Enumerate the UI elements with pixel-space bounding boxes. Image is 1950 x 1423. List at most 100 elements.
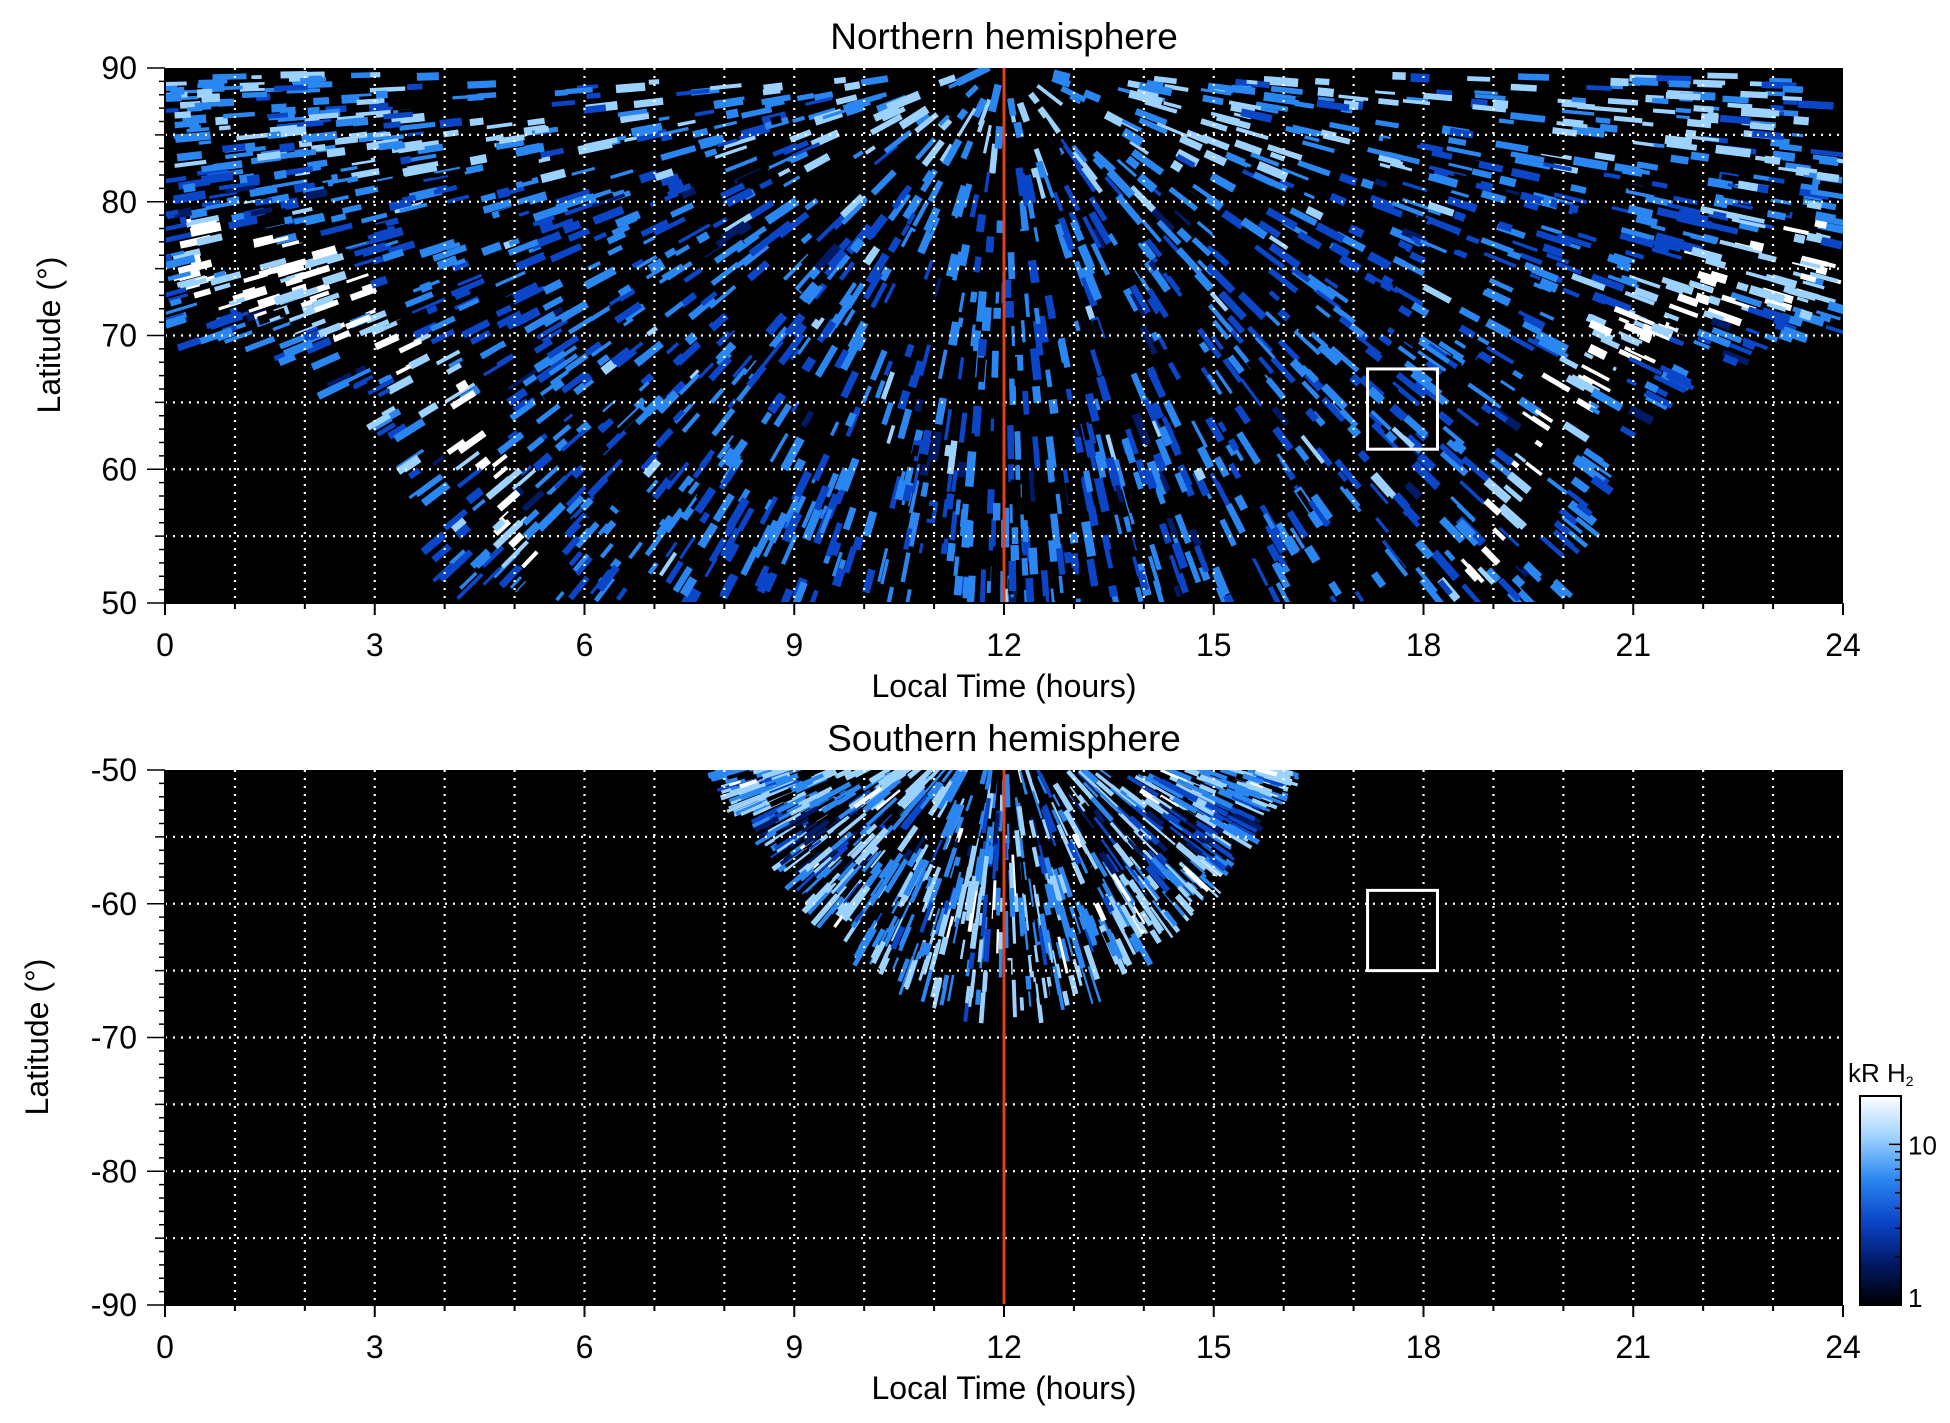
heatmap-streak bbox=[1047, 231, 1062, 256]
heatmap-streak bbox=[977, 338, 988, 357]
heatmap-streak bbox=[1159, 474, 1171, 493]
heatmap-streak bbox=[418, 401, 439, 419]
heatmap-streak bbox=[1109, 386, 1121, 410]
heatmap-streak bbox=[1605, 176, 1632, 187]
heatmap-streak bbox=[1317, 87, 1335, 98]
heatmap-streak bbox=[1065, 388, 1073, 401]
heatmap-streak bbox=[725, 497, 750, 530]
heatmap-streak bbox=[1028, 819, 1037, 839]
heatmap-streak bbox=[1019, 770, 1028, 795]
heatmap-streak bbox=[812, 484, 830, 511]
heatmap-streak bbox=[548, 353, 579, 376]
heatmap-streak bbox=[1656, 319, 1670, 332]
heatmap-streak bbox=[801, 500, 817, 529]
colorbar-gradient bbox=[1859, 1095, 1902, 1306]
heatmap-streak bbox=[1169, 554, 1183, 584]
heatmap-streak bbox=[1770, 274, 1798, 289]
heatmap-streak bbox=[900, 552, 911, 583]
heatmap-streak bbox=[1155, 437, 1173, 466]
heatmap-streak bbox=[950, 516, 957, 540]
heatmap-streak bbox=[1254, 244, 1286, 270]
heatmap-streak bbox=[1281, 167, 1309, 181]
x-tick-label: 9 bbox=[785, 627, 803, 663]
heatmap-streak bbox=[798, 863, 810, 874]
heatmap-streak bbox=[713, 97, 744, 110]
heatmap-streak bbox=[442, 508, 468, 531]
heatmap-streak bbox=[833, 914, 845, 928]
heatmap-streak bbox=[1036, 945, 1043, 962]
heatmap-streak bbox=[1269, 151, 1286, 162]
heatmap-streak bbox=[1317, 96, 1335, 102]
heatmap-streak bbox=[920, 770, 940, 789]
heatmap-streak bbox=[676, 519, 689, 534]
heatmap-streak bbox=[593, 576, 615, 603]
heatmap-streak bbox=[1661, 276, 1690, 291]
heatmap-streak bbox=[1732, 212, 1765, 226]
heatmap-streak bbox=[843, 882, 862, 905]
heatmap-streak bbox=[1485, 567, 1502, 584]
heatmap-streak bbox=[596, 564, 620, 592]
heatmap-streak bbox=[861, 827, 889, 857]
heatmap-streak bbox=[1103, 110, 1125, 128]
heatmap-streak bbox=[1389, 403, 1408, 422]
heatmap-streak bbox=[847, 320, 869, 350]
heatmap-streak bbox=[1034, 983, 1044, 1024]
heatmap-streak bbox=[551, 99, 576, 107]
heatmap-streak bbox=[1265, 377, 1287, 401]
heatmap-streak bbox=[1357, 449, 1371, 463]
heatmap-streak bbox=[687, 242, 719, 266]
heatmap-streak bbox=[930, 830, 941, 848]
heatmap-streak bbox=[1390, 381, 1421, 407]
heatmap-streak bbox=[382, 134, 404, 142]
heatmap-streak bbox=[513, 554, 526, 567]
heatmap-streak bbox=[1196, 220, 1216, 238]
heatmap-streak bbox=[279, 276, 291, 284]
heatmap-streak bbox=[942, 138, 963, 167]
heatmap-streak bbox=[1167, 869, 1185, 887]
heatmap-streak bbox=[981, 797, 992, 834]
heatmap-streak bbox=[994, 247, 1004, 284]
heatmap-streak bbox=[1123, 516, 1133, 533]
heatmap-streak bbox=[362, 244, 392, 258]
heatmap-streak bbox=[374, 333, 400, 351]
heatmap-streak bbox=[901, 885, 919, 919]
heatmap-streak bbox=[1307, 510, 1324, 529]
heatmap-streak bbox=[1731, 217, 1766, 229]
heatmap-streak bbox=[1033, 226, 1040, 242]
heatmap-streak bbox=[1594, 151, 1616, 162]
heatmap-streak bbox=[1165, 422, 1174, 435]
heatmap-streak bbox=[1586, 85, 1612, 91]
heatmap-streak bbox=[1041, 818, 1051, 840]
heatmap-streak bbox=[838, 509, 851, 534]
heatmap-streak bbox=[882, 776, 911, 801]
heatmap-streak bbox=[1134, 586, 1144, 603]
heatmap-streak bbox=[1142, 467, 1158, 490]
heatmap-streak bbox=[1035, 968, 1044, 1005]
heatmap-streak bbox=[617, 108, 648, 118]
heatmap-streak bbox=[1472, 104, 1507, 113]
heatmap-streak bbox=[325, 252, 345, 265]
heatmap-streak bbox=[654, 427, 674, 449]
heatmap-streak bbox=[1109, 821, 1129, 843]
heatmap-streak bbox=[920, 969, 933, 1003]
heatmap-streak bbox=[1187, 185, 1208, 202]
heatmap-streak bbox=[1761, 245, 1792, 261]
heatmap-streak bbox=[1204, 831, 1232, 851]
heatmap-streak bbox=[1562, 421, 1590, 443]
heatmap-streak bbox=[1068, 927, 1086, 969]
heatmap-streak bbox=[665, 437, 690, 467]
heatmap-streak bbox=[1032, 436, 1041, 469]
heatmap-streak bbox=[1090, 796, 1114, 823]
heatmap-streak bbox=[1720, 173, 1740, 185]
heatmap-streak bbox=[1534, 408, 1554, 424]
heatmap-streak bbox=[1230, 544, 1249, 571]
heatmap-streak bbox=[955, 207, 969, 243]
heatmap-streak bbox=[1411, 301, 1430, 318]
heatmap-streak bbox=[1151, 794, 1173, 810]
heatmap-streak bbox=[1552, 127, 1578, 137]
heatmap-streak bbox=[1835, 214, 1843, 220]
heatmap-streak bbox=[565, 485, 587, 507]
heatmap-streak bbox=[1607, 97, 1639, 106]
heatmap-streak bbox=[1715, 144, 1752, 158]
heatmap-streak bbox=[1693, 79, 1726, 86]
